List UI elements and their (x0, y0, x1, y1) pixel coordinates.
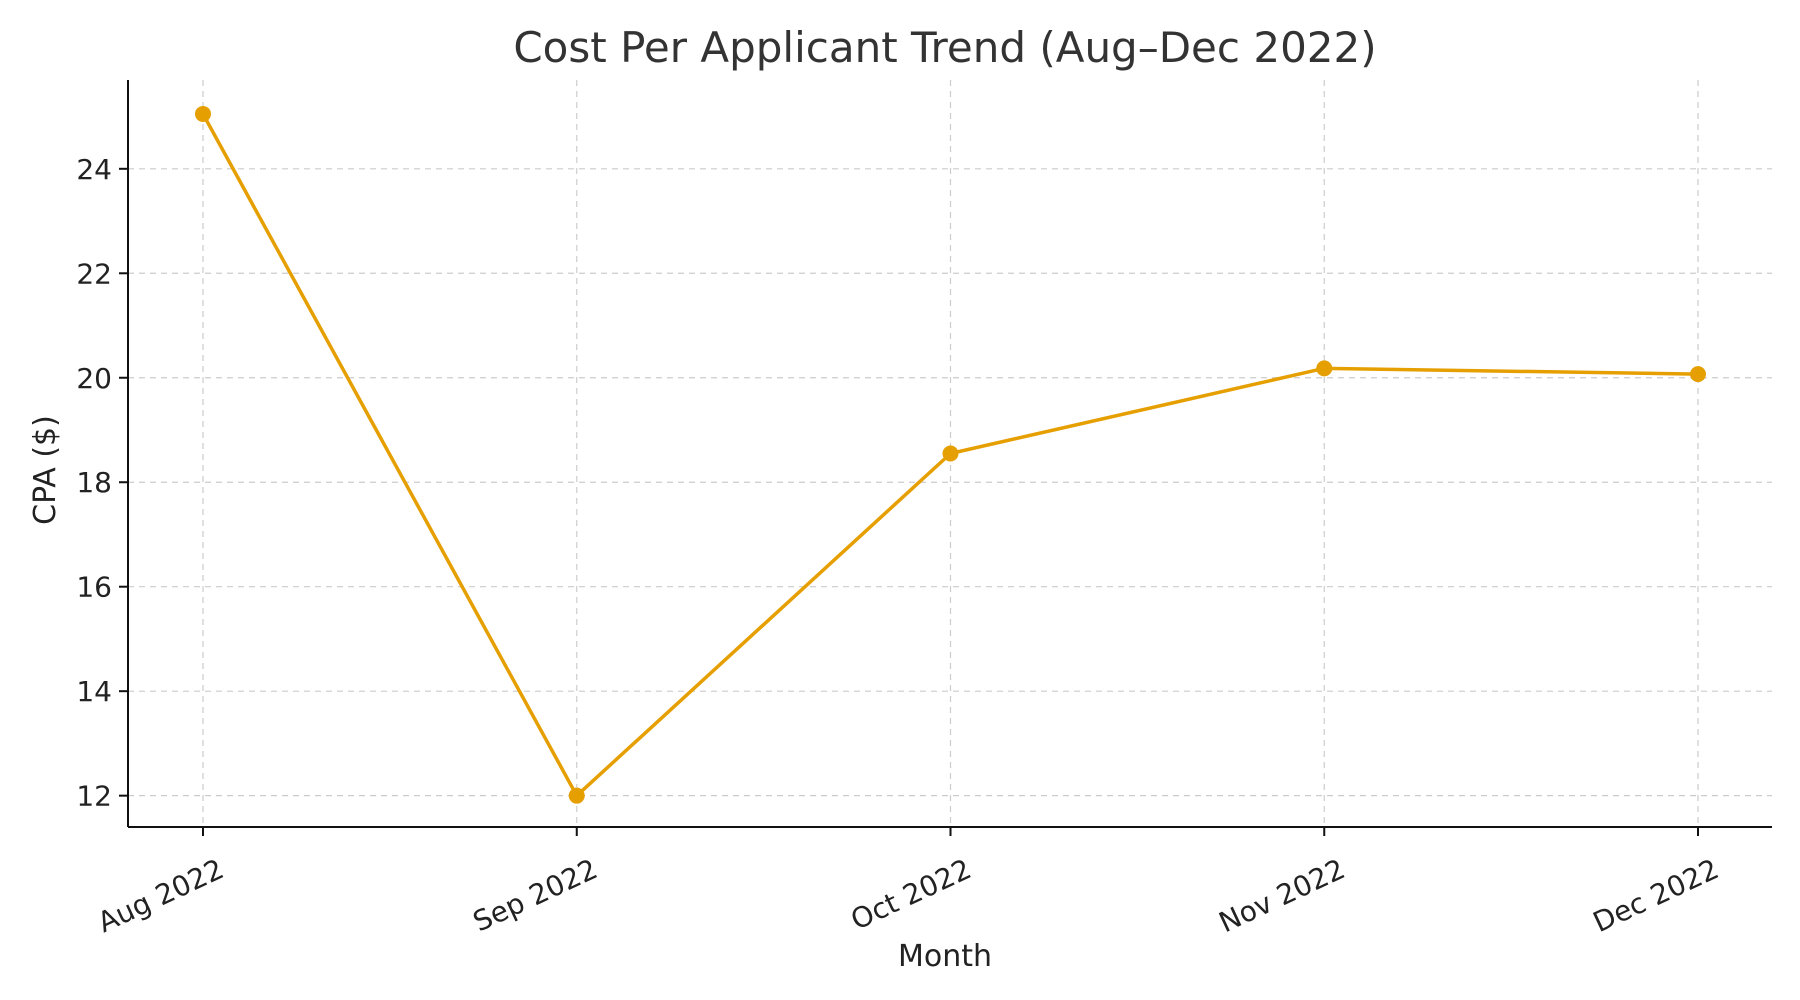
data-point (195, 105, 211, 122)
x-tick-label: Nov 2022 (1214, 852, 1350, 939)
y-tick-label: 12 (76, 780, 112, 813)
y-axis-label: CPA ($) (28, 415, 63, 525)
grid (128, 80, 1772, 827)
data-point (1316, 360, 1333, 377)
y-tick-label: 16 (76, 571, 112, 604)
ticks: 12 14 16 18 20 22 24 Aug 2022 Sep 2022 Oct 2022 No… (76, 153, 1723, 939)
y-tick-label: 18 (76, 466, 112, 499)
y-tick-label: 20 (76, 362, 112, 395)
y-tick-label: 22 (76, 257, 112, 290)
x-tick-label: Dec 2022 (1588, 852, 1724, 939)
x-tick-label: Aug 2022 (93, 852, 229, 939)
series (195, 105, 1706, 804)
x-tick-label: Sep 2022 (468, 852, 602, 938)
x-tick-label: Oct 2022 (846, 852, 976, 936)
data-point (568, 787, 585, 804)
data-point (942, 445, 959, 462)
chart-title: Cost Per Applicant Trend (Aug–Dec 2022) (513, 23, 1376, 72)
data-point (1690, 366, 1706, 383)
y-tick-label: 14 (76, 675, 112, 708)
x-axis-label: Month (898, 939, 992, 974)
y-tick-label: 24 (76, 153, 112, 186)
